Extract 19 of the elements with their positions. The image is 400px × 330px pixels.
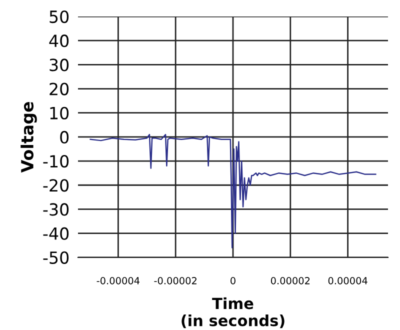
y-tick-label: -30 — [43, 203, 69, 216]
y-tick-label: 40 — [49, 34, 69, 48]
y-tick-label: -10 — [43, 155, 69, 168]
y-tick-label: -40 — [43, 227, 69, 240]
y-tick-label: 10 — [50, 106, 69, 120]
y-tick-label: -50 — [43, 251, 69, 264]
x-tick-label: 0.00004 — [328, 277, 368, 284]
x-tick-label: -0.00004 — [96, 277, 140, 284]
y-tick-label: 0 — [60, 130, 69, 144]
x-tick-label: 0 — [230, 277, 236, 284]
x-tick-label: 0.00002 — [270, 277, 310, 284]
y-tick-label: 20 — [50, 82, 69, 96]
x-tick-label: -0.00002 — [154, 277, 196, 284]
x-axis-title: Time (in seconds) — [182, 297, 284, 328]
y-axis-title: Voltage — [20, 102, 37, 173]
y-tick-label: 30 — [50, 58, 69, 72]
line-series — [90, 134, 376, 248]
y-tick-label: 50 — [50, 10, 69, 24]
y-tick-label: -20 — [43, 179, 69, 192]
